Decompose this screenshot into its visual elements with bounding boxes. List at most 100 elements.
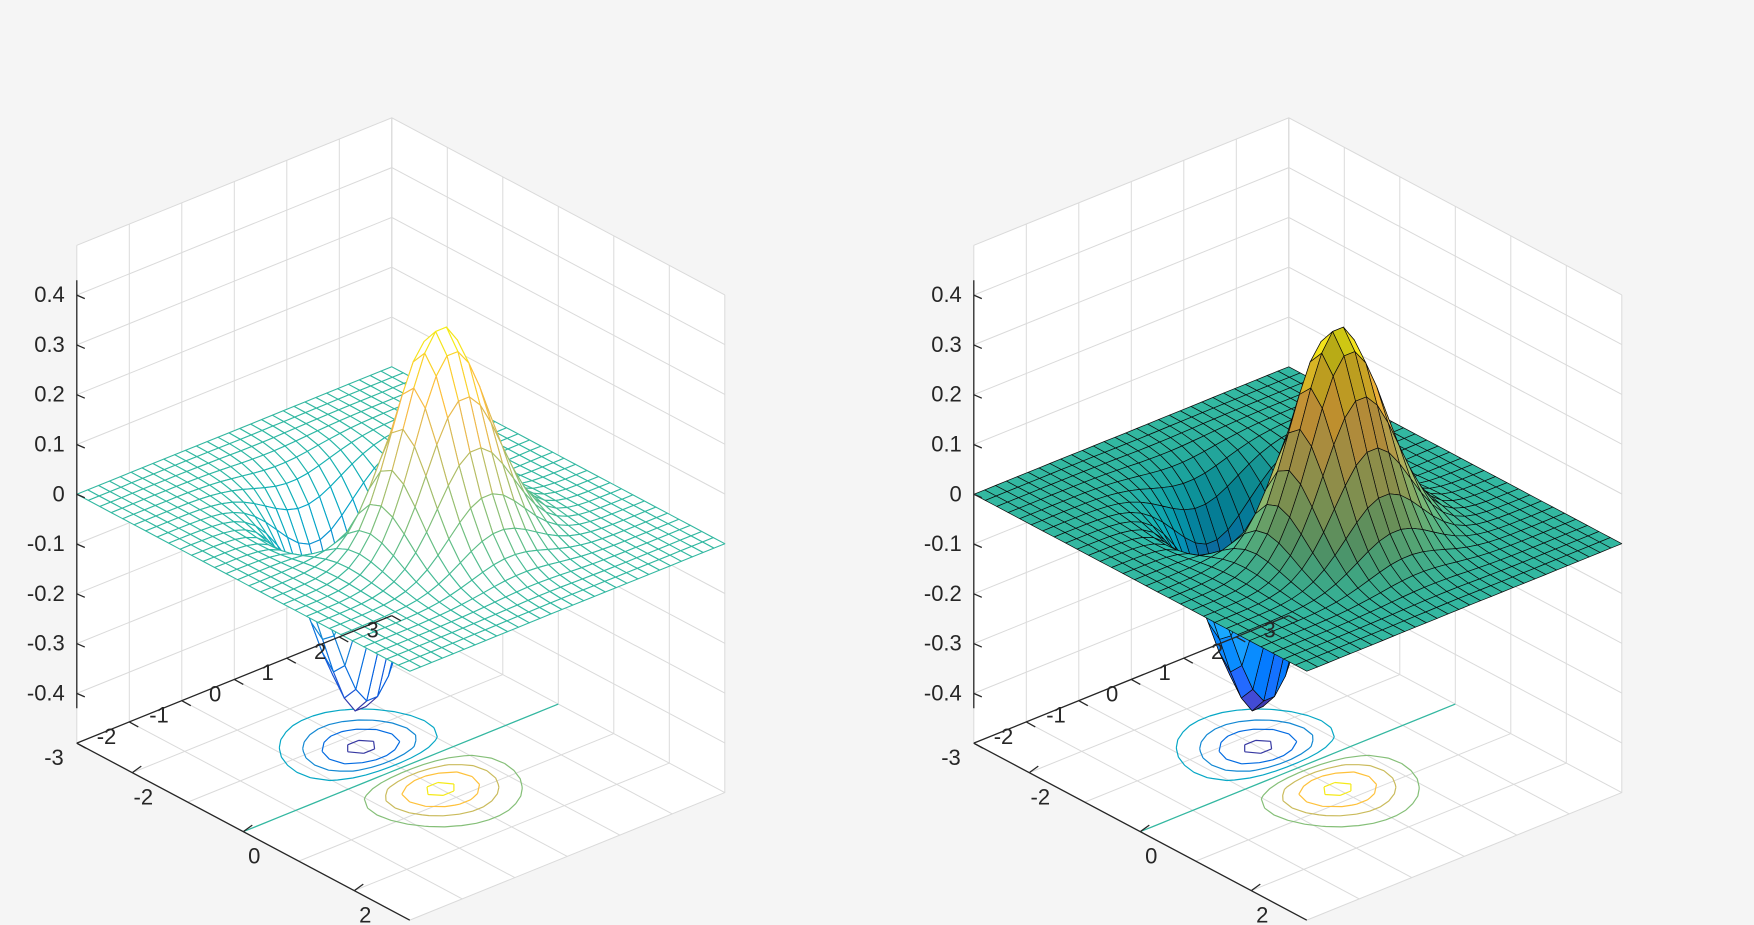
x-tick-label: 0	[248, 844, 260, 869]
z-tick-mark	[76, 344, 86, 350]
z-tick-label: -0.2	[924, 581, 962, 606]
x-tick-mark	[1139, 824, 1150, 833]
box-top-edge	[973, 117, 1623, 296]
contour-level	[1218, 728, 1298, 765]
z-tick-label: 0.2	[931, 382, 962, 407]
contour-level	[426, 781, 455, 796]
z-tick-label: -0.4	[924, 680, 962, 705]
x-tick-label: -2	[134, 785, 154, 810]
z-tick-mark	[76, 642, 86, 648]
contour-level	[302, 719, 417, 772]
contour-level	[385, 764, 500, 817]
mesh-faces	[76, 326, 726, 712]
z-tick-mark	[973, 443, 983, 449]
y-tick-label: 1	[1159, 660, 1171, 685]
x-tick-mark	[242, 824, 253, 833]
x-tick-mark	[1250, 883, 1261, 892]
y-tick-mark	[1078, 700, 1089, 707]
contour-level	[1298, 771, 1378, 808]
y-tick-label: 2	[314, 639, 326, 664]
surface-contour-plot: -0.4 -0.3 -0.2 -0.1 0 0.1 0.2 0.3 0.4 -3 -2 -1 0 1 2 3 -…	[924, 117, 1623, 925]
surface-faces	[973, 326, 1623, 712]
y-tick-label: 2	[1211, 639, 1223, 664]
y-tick-label: 3	[1264, 618, 1276, 643]
y-tick-mark	[338, 636, 349, 643]
contour-level	[243, 703, 559, 833]
z-tick-mark	[76, 394, 86, 399]
contour-level	[1140, 703, 1456, 833]
z-tick-label: 0.1	[34, 431, 65, 456]
y-tick-label: 0	[209, 681, 221, 706]
contour-lines	[243, 703, 559, 833]
z-tick-label: 0	[950, 481, 962, 506]
tick-labels: -0.4 -0.3 -0.2 -0.1 0 0.1 0.2 0.3 0.4 -3 -2 -1 0 1 2 3 -…	[924, 282, 1299, 925]
z-tick-mark	[973, 692, 983, 698]
contour-level	[1323, 781, 1352, 796]
y-tick-mark	[973, 742, 984, 749]
y-tick-label: -1	[149, 703, 169, 728]
y-tick-mark	[1183, 657, 1194, 664]
z-tick-mark	[973, 642, 983, 648]
z-tick-mark	[973, 294, 983, 300]
contour-level	[401, 771, 481, 808]
y-tick-label: 0	[1106, 681, 1118, 706]
z-tick-label: 0.1	[931, 431, 962, 456]
y-tick-mark	[1130, 678, 1141, 685]
z-tick-label: 0.4	[34, 282, 65, 307]
y-tick-label: -2	[994, 724, 1014, 749]
z-tick-label: 0.3	[34, 332, 65, 357]
z-tick-mark	[973, 543, 983, 549]
x-tick-label: 0	[1145, 844, 1157, 869]
y-tick-label: -2	[97, 724, 117, 749]
contour-level	[347, 739, 376, 754]
z-tick-label: -0.3	[924, 631, 962, 656]
y-tick-label: -1	[1046, 703, 1066, 728]
z-tick-mark	[76, 493, 86, 499]
z-tick-mark	[76, 593, 86, 598]
y-tick-mark	[76, 742, 87, 749]
box-top-edge	[76, 117, 726, 296]
z-tick-label: 0.2	[34, 382, 65, 407]
contour-level	[1260, 754, 1420, 828]
x-tick-label: -2	[1031, 785, 1051, 810]
y-tick-mark	[1235, 636, 1246, 643]
z-tick-mark	[76, 294, 86, 300]
contour-level	[1199, 719, 1314, 772]
x-tick-mark	[1028, 765, 1039, 774]
y-tick-mark	[181, 700, 192, 707]
contour-level	[278, 708, 438, 782]
z-tick-label: 0.4	[931, 282, 962, 307]
y-tick-label: -3	[44, 745, 64, 770]
x-tick-mark	[131, 765, 142, 774]
z-tick-mark	[973, 593, 983, 598]
z-tick-label: -0.1	[27, 531, 65, 556]
y-tick-label: -3	[941, 745, 961, 770]
mesh-contour-plot: -0.4 -0.3 -0.2 -0.1 0 0.1 0.2 0.3 0.4 -3 -2 -1 0 1 2 3 -…	[27, 117, 726, 925]
z-tick-label: 0.3	[931, 332, 962, 357]
y-tick-mark	[128, 721, 139, 728]
y-tick-mark	[391, 615, 402, 622]
z-tick-mark	[76, 692, 86, 698]
surface-cell	[1294, 660, 1319, 672]
y-tick-mark	[233, 678, 244, 685]
z-tick-mark	[76, 443, 86, 449]
contour-level	[363, 754, 523, 828]
contour-level	[1244, 739, 1273, 754]
z-tick-label: 0	[53, 481, 65, 506]
z-tick-label: -0.1	[924, 531, 962, 556]
surface-cell	[397, 660, 422, 672]
y-tick-mark	[1288, 615, 1299, 622]
y-tick-label: 3	[367, 618, 379, 643]
contour-level	[1175, 708, 1335, 782]
y-tick-mark	[1025, 721, 1036, 728]
z-tick-label: -0.4	[27, 680, 65, 705]
contour-level	[1282, 764, 1397, 817]
contour-lines	[1140, 703, 1456, 833]
x-tick-mark	[353, 883, 364, 892]
z-tick-mark	[973, 394, 983, 399]
z-tick-mark	[973, 344, 983, 350]
z-tick-mark	[76, 543, 86, 549]
x-tick-label: 2	[1256, 903, 1268, 925]
y-tick-mark	[286, 657, 297, 664]
